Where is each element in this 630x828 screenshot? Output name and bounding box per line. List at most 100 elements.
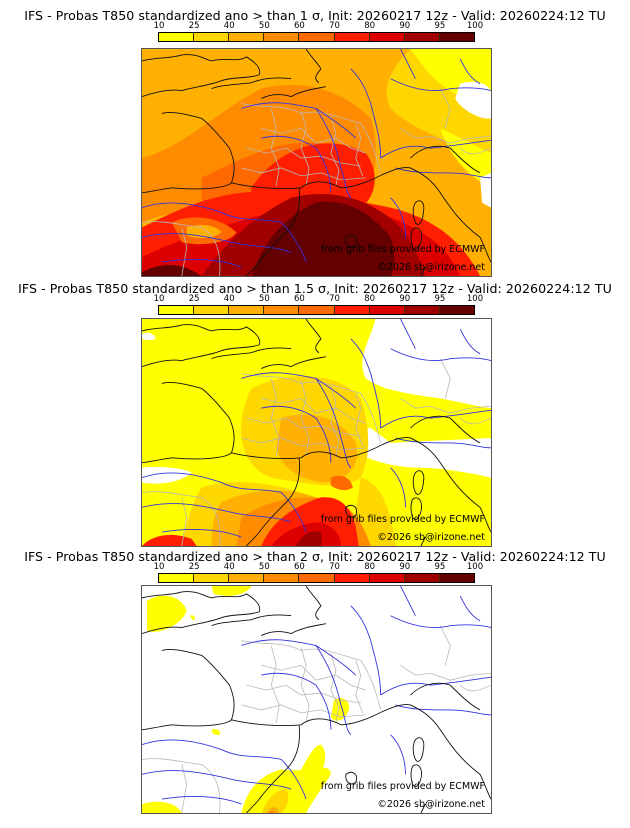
admin-border [261,664,366,691]
admin-border [270,645,280,723]
probability-map: from grib files provided by ECMWF ©2026 … [141,318,492,547]
panel-title: IFS - Probas T850 standardized ano > tha… [24,8,606,23]
legend-tick-label: 90 [399,294,411,304]
probability-contour [189,615,195,621]
river-line [315,108,352,199]
river-line [400,586,416,616]
legend-swatch [299,306,335,314]
coastline [375,704,491,800]
legend-tick-label: 95 [434,562,446,572]
coastline [261,623,327,636]
legend-swatch [194,306,230,314]
river-line [241,372,357,409]
probability-contour [365,319,491,409]
river-line [459,595,481,622]
river-line [261,405,332,463]
coastline [231,714,376,726]
legend-swatch [159,306,195,314]
river-line [459,58,481,85]
river-line [395,704,491,716]
copyright-text: ©2026 sb@irizone.net [377,532,485,543]
legend-tick-label: 10 [153,21,165,31]
copyright-text: ©2026 sb@irizone.net [377,262,485,273]
legend-swatch [369,33,405,41]
legend-tick-label: 80 [364,21,376,31]
legend-tick-label: 90 [399,21,411,31]
legend-swatch [159,574,195,582]
probability-contour [146,595,187,632]
admin-border [241,373,382,444]
coastline [246,457,300,546]
probability-contour [211,729,221,735]
legend-swatch [194,33,230,41]
coastline [410,497,422,520]
admin-border [400,664,491,681]
probability-contour [142,466,192,484]
legend-ticks: 10 25 40 50 60 70 80 90 95 100 [154,21,484,32]
source-credit: from grib files provided by ECMWF [320,244,485,255]
river-line [395,167,491,179]
river-line [350,68,382,159]
legend-swatch [334,574,370,582]
coastline [261,356,327,369]
legend-tick-label: 100 [466,294,484,304]
river-line [390,734,406,775]
legend-swatch [404,33,440,41]
river-line [142,472,307,533]
panel-title: IFS - Probas T850 standardized ano > tha… [24,549,606,564]
legend-tick-label: 25 [188,294,200,304]
legend-tick-label: 60 [294,294,305,304]
legend-tick-label: 40 [223,21,235,31]
legend-swatch [264,306,300,314]
admin-border [459,684,491,692]
legend-swatch [334,33,370,41]
coastline [142,591,261,635]
legend-tick-label: 50 [258,294,270,304]
river-line [315,645,352,736]
color-legend: 10 25 40 50 60 70 80 90 95 100 [154,294,483,317]
coastline [410,764,422,787]
admin-border [400,127,491,144]
color-legend: 10 25 40 50 60 70 80 90 95 100 [154,562,483,585]
probability-map: from grib files provided by ECMWF ©2026 … [141,585,492,814]
legend-tick-label: 40 [223,294,235,304]
river-line [390,615,491,629]
river-line [350,338,382,429]
coastline [345,504,357,518]
legend-tick-label: 25 [188,21,200,31]
legend-tick-label: 100 [466,562,484,572]
admin-border [270,378,280,456]
legend-swatch [369,574,405,582]
river-line [400,319,416,349]
river-line [400,49,416,79]
coastline [142,54,261,98]
probability-contour [142,265,202,276]
admin-border [300,110,310,186]
legend-tick-label: 100 [466,21,484,31]
color-legend: 10 25 40 50 60 70 80 90 95 100 [154,21,484,44]
river-line [161,258,242,268]
legend-tick-label: 50 [258,562,270,572]
admin-border [241,103,382,174]
probability-contour [142,586,491,813]
admin-border [270,108,280,186]
legend-tick-label: 10 [153,294,165,304]
admin-border [241,437,366,451]
river-line [261,135,332,193]
admin-border [330,386,340,456]
legend-tick-label: 70 [329,562,340,572]
admin-border [459,417,491,425]
legend-bar [158,573,475,583]
coastline [420,266,426,276]
legend-tick-label: 25 [188,562,200,572]
probability-contour [271,522,341,546]
probability-contour [186,224,222,239]
probability-contour [440,128,491,188]
probability-contour [330,428,491,478]
admin-border [330,653,340,723]
admin-border [246,147,361,167]
coastline [231,177,376,189]
probability-contour [211,586,252,596]
river-line [390,467,406,508]
coastline [211,347,292,360]
